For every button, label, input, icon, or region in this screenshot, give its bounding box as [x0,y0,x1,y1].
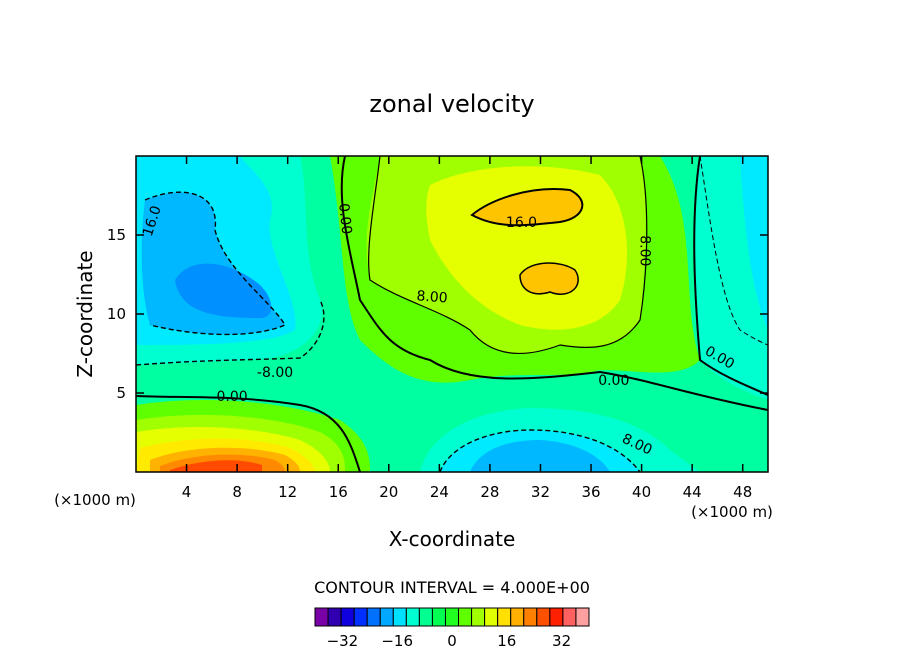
contour-label: 0.00 [335,202,354,235]
y-tick-label: 5 [116,384,126,402]
colorbar-tick-label: 32 [552,632,571,650]
contour-label: 0.00 [216,389,247,405]
colorbar-tick-label: −16 [381,632,413,650]
colorbar-tick-label: 16 [497,632,516,650]
colorbar-swatch [392,607,407,627]
y-axis: 5 10 15 [107,226,768,402]
x-tick-label: 28 [480,483,499,501]
colorbar-swatch [431,607,446,627]
y-axis-label: Z-coordinate [73,250,97,377]
field-16-region-upper [472,189,583,226]
colorbar-swatch [575,607,590,627]
x-unit-note-left: (×1000 m) [54,491,136,509]
contour-label: -8.00 [257,365,293,381]
y-tick-label: 10 [107,305,126,323]
colorbar-swatch [549,607,564,627]
contour-8 [368,156,648,355]
colorbar-swatch [353,607,368,627]
colorbar-swatch [484,607,499,627]
field-16-region-lower [520,263,579,295]
colorbar-swatch [340,607,355,627]
x-axis: 4 8 12 16 20 24 28 32 36 40 44 48 [182,156,752,501]
colorbar-swatch [444,607,460,627]
colorbar-swatch [314,607,329,627]
contour-zero-lower [136,395,361,472]
contour-label: 8.00 [416,288,448,306]
x-axis-label: X-coordinate [389,527,516,551]
x-tick-label: 36 [581,483,600,501]
contour-16-upper [470,188,584,227]
x-unit-note-right: (×1000 m) [691,503,773,521]
contour-16-lower [519,262,579,295]
x-tick-label: 44 [683,483,702,501]
field-m20-region [175,263,272,318]
contour-plot: 16.0 0.00 16.08.008.00-8.000.000.000.008.0… [136,156,768,472]
colorbar-swatch [510,607,525,627]
contour-label: 0.00 [598,373,629,389]
x-tick-label: 32 [531,483,550,501]
colorbar-swatch [405,607,420,627]
field-right-m12 [740,156,768,330]
colorbar-swatch [523,607,538,627]
colorbar-swatch [536,607,551,627]
x-tick-label: 4 [182,483,192,501]
colorbar-swatch [497,607,512,627]
x-tick-label: 12 [278,483,297,501]
field-bottom-m16 [470,440,610,472]
y-tick-label: 15 [107,226,126,244]
x-tick-label: 16 [329,483,348,501]
contour-zero-right [693,156,768,396]
colorbar-tick-label: 0 [447,632,457,650]
contour-label: 16.0 [506,215,537,231]
contour-m8-bottom [439,429,641,472]
chart-title: zonal velocity [369,90,534,118]
contour-m8 [136,299,325,366]
colorbar-swatch [418,607,433,627]
colorbar-swatch [366,607,381,627]
x-tick-label: 20 [379,483,398,501]
contour-m16 [144,191,287,336]
field-jet-28 [170,460,262,472]
colorbar-swatch [379,607,394,627]
contour-lines [136,156,768,472]
colorbar: −32 −16 0 16 32 [314,607,590,650]
colorbar-swatch [562,607,577,627]
colorbar-tick-label: −32 [327,632,359,650]
colorbar-swatch [327,607,342,627]
colorbar-swatch [471,607,486,627]
colorbar-swatch [458,607,473,627]
contour-interval-text: CONTOUR INTERVAL = 4.000E+00 [314,578,590,597]
x-tick-label: 8 [232,483,242,501]
contour-m4-right [699,156,768,346]
x-tick-label: 24 [430,483,449,501]
contour-label: 8.00 [636,235,652,266]
x-tick-label: 40 [632,483,651,501]
contour-zero-main [340,156,768,411]
x-tick-label: 48 [733,483,752,501]
